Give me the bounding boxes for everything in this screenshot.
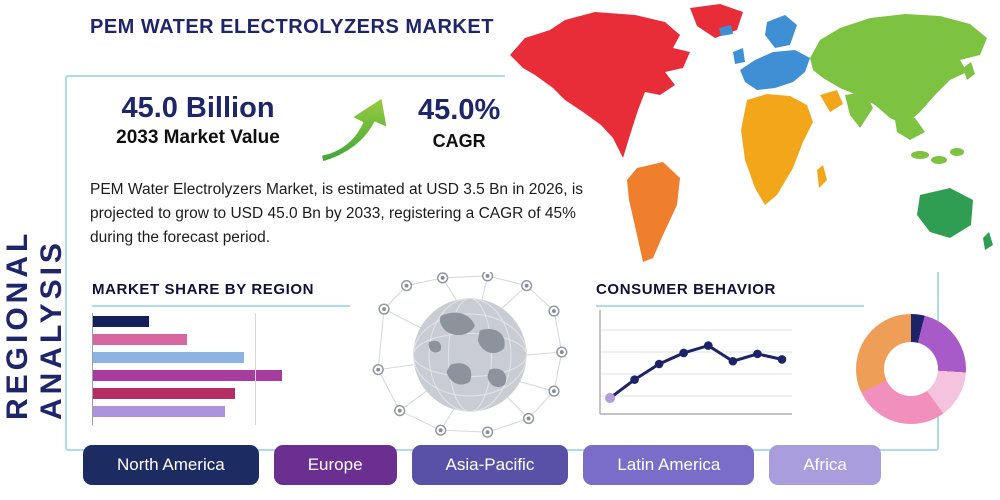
line-point xyxy=(654,359,664,369)
market-share-title: MARKET SHARE BY REGION xyxy=(92,281,350,307)
line-point xyxy=(679,348,689,358)
map-japan xyxy=(963,62,975,80)
donut-chart xyxy=(856,314,966,424)
page-title: PEM WATER ELECTROLYZERS MARKET xyxy=(90,16,494,38)
map-madagascar xyxy=(817,165,827,188)
region-button-north-america[interactable]: North America xyxy=(83,445,259,485)
region-button-latin-america[interactable]: Latin America xyxy=(583,445,755,485)
map-uk xyxy=(733,48,745,64)
map-island-2 xyxy=(931,156,947,164)
market-value-block: 45.0 Billion 2033 Market Value xyxy=(88,92,308,149)
line-axes xyxy=(599,310,792,415)
globe-continents xyxy=(428,312,507,388)
map-iceland xyxy=(719,25,733,36)
cagr-block: 45.0% CAGR xyxy=(418,94,500,152)
map-greenland xyxy=(690,4,743,38)
growth-arrow-icon xyxy=(320,96,389,164)
line-point xyxy=(703,341,713,350)
globe-network-illustration xyxy=(372,270,568,438)
network-nodes xyxy=(372,270,568,438)
map-asia xyxy=(810,14,987,125)
map-africa xyxy=(741,94,813,205)
bar-segment xyxy=(92,406,225,417)
donut-hole xyxy=(884,342,938,396)
bar-segment xyxy=(92,388,235,399)
map-southeast-asia xyxy=(895,118,925,140)
consumer-behavior-title: CONSUMER BEHAVIOR xyxy=(596,281,864,307)
world-map-svg xyxy=(510,4,993,262)
market-value-caption: 2033 Market Value xyxy=(116,127,280,148)
bar-segment xyxy=(92,352,244,363)
map-europe xyxy=(740,50,810,90)
globe-sphere xyxy=(413,298,527,412)
region-button-africa[interactable]: Africa xyxy=(769,445,881,485)
bar-axis-line xyxy=(92,313,93,425)
region-button-asia-pacific[interactable]: Asia-Pacific xyxy=(411,445,569,485)
bar-segment xyxy=(92,334,187,345)
line-point xyxy=(753,349,762,359)
globe-network-svg xyxy=(372,270,568,438)
map-india xyxy=(845,92,873,128)
consumer-behavior-line xyxy=(599,310,792,415)
market-description: PEM Water Electrolyzers Market, is estim… xyxy=(90,181,584,247)
region-buttons: North America Europe Asia-Pacific Latin Ame… xyxy=(83,445,943,485)
line-point xyxy=(605,393,615,404)
map-new-zealand xyxy=(983,232,993,250)
line-point xyxy=(728,356,738,366)
world-map xyxy=(505,0,1000,272)
cagr-caption: CAGR xyxy=(432,131,486,151)
line-point xyxy=(777,355,787,364)
map-arabia xyxy=(820,90,843,112)
market-value: 45.0 Billion xyxy=(121,92,275,124)
regional-analysis-vertical-label: REGIONAL ANALYSIS xyxy=(1,230,68,420)
bar-segment xyxy=(92,370,282,381)
map-south-america xyxy=(627,162,680,262)
line-point xyxy=(630,375,639,384)
region-button-europe[interactable]: Europe xyxy=(273,445,397,485)
map-australia xyxy=(917,188,973,238)
map-scandinavia xyxy=(765,15,797,48)
line-gridlines xyxy=(600,329,792,397)
map-island-1 xyxy=(911,151,929,159)
bar-gridline xyxy=(255,313,256,425)
highlight-stats: 45.0 Billion 2033 Market Value 45.0% CAG… xyxy=(88,92,578,164)
bar-segment xyxy=(92,316,149,327)
market-share-bars xyxy=(92,313,302,428)
cagr-value: 45.0% xyxy=(418,94,501,126)
map-north-america xyxy=(510,12,690,158)
map-island-3 xyxy=(950,148,964,156)
